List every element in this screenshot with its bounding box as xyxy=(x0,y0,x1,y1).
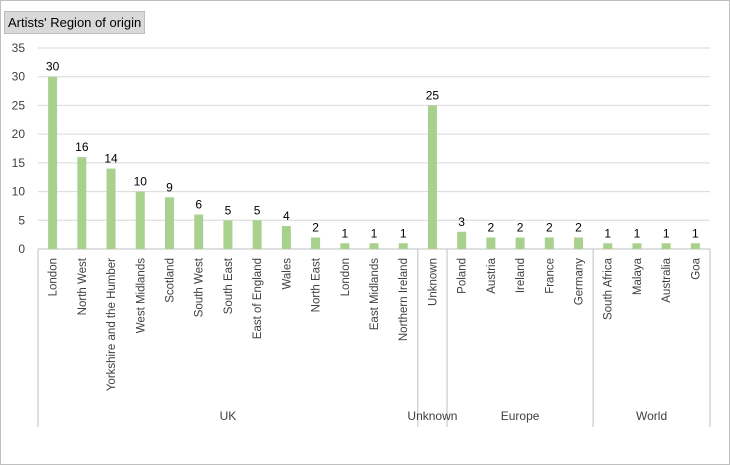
data-label: 5 xyxy=(225,203,232,217)
data-label: 5 xyxy=(254,203,261,217)
group-label: World xyxy=(636,409,667,423)
data-label: 30 xyxy=(46,60,60,74)
bar xyxy=(544,237,554,249)
bar xyxy=(311,237,321,249)
data-label: 10 xyxy=(134,175,148,189)
category-label: Austria xyxy=(486,257,498,293)
bar xyxy=(515,237,525,249)
bar xyxy=(690,243,700,249)
data-label: 2 xyxy=(575,221,582,235)
y-tick-label: 20 xyxy=(12,127,26,141)
category-label: France xyxy=(544,258,556,294)
y-tick-label: 10 xyxy=(12,185,26,199)
bar xyxy=(398,243,408,249)
data-label: 1 xyxy=(604,226,611,240)
category-label: Australia xyxy=(661,257,673,302)
data-label: 2 xyxy=(488,221,495,235)
bar xyxy=(661,243,671,249)
data-label: 1 xyxy=(663,226,670,240)
group-label: Unknown xyxy=(407,409,457,423)
category-label: Ireland xyxy=(515,258,527,293)
category-label: East Midlands xyxy=(369,258,381,330)
category-label: South East xyxy=(223,257,235,314)
data-label: 14 xyxy=(104,152,118,166)
category-label: South Africa xyxy=(603,257,615,320)
bar xyxy=(340,243,350,249)
y-tick-label: 30 xyxy=(12,70,26,84)
bar xyxy=(427,105,437,249)
data-label: 9 xyxy=(166,180,173,194)
category-label: Unknown xyxy=(427,258,439,306)
bar xyxy=(252,220,262,249)
y-tick-label: 15 xyxy=(12,156,26,170)
group-label: UK xyxy=(220,409,237,423)
category-label: East of England xyxy=(252,258,264,339)
chart-title: Artists' Region of origin xyxy=(4,11,145,34)
data-label: 3 xyxy=(458,215,465,229)
bar xyxy=(574,237,584,249)
y-tick-label: 25 xyxy=(12,98,26,112)
bar xyxy=(369,243,379,249)
y-tick-label: 5 xyxy=(18,213,25,227)
category-label: North West xyxy=(77,257,89,315)
bar xyxy=(486,237,496,249)
category-label: Yorkshire and the Humber xyxy=(106,258,118,391)
bar xyxy=(632,243,642,249)
category-label: London xyxy=(48,258,60,296)
bar xyxy=(164,197,174,249)
category-label: South West xyxy=(194,257,206,317)
category-label: Wales xyxy=(281,258,293,290)
category-label: Goa xyxy=(690,257,702,279)
category-label: Germany xyxy=(574,258,586,306)
data-label: 1 xyxy=(341,226,348,240)
data-label: 6 xyxy=(195,198,202,212)
bar xyxy=(603,243,613,249)
bar xyxy=(194,214,204,249)
data-label: 1 xyxy=(400,226,407,240)
category-label: Northern Ireland xyxy=(398,258,410,341)
bar xyxy=(48,76,58,249)
bar xyxy=(135,191,145,249)
data-label: 1 xyxy=(371,226,378,240)
data-label: 25 xyxy=(426,88,440,102)
bar xyxy=(457,231,467,249)
bar xyxy=(281,226,291,249)
data-label: 1 xyxy=(692,226,699,240)
bar xyxy=(223,220,233,249)
group-label: Europe xyxy=(501,409,540,423)
category-label: West Midlands xyxy=(135,258,147,333)
y-tick-label: 0 xyxy=(18,242,25,256)
data-label: 2 xyxy=(312,221,319,235)
data-label: 1 xyxy=(634,226,641,240)
data-label: 2 xyxy=(517,221,524,235)
category-label: Malaya xyxy=(632,257,644,295)
bar xyxy=(106,168,116,249)
data-label: 2 xyxy=(546,221,553,235)
bar xyxy=(77,157,87,249)
category-label: North East xyxy=(311,257,323,312)
category-label: Scotland xyxy=(164,258,176,303)
y-tick-label: 35 xyxy=(12,41,26,55)
data-label: 4 xyxy=(283,209,290,223)
category-label: London xyxy=(340,258,352,296)
data-label: 16 xyxy=(75,140,89,154)
category-label: Poland xyxy=(457,258,469,294)
